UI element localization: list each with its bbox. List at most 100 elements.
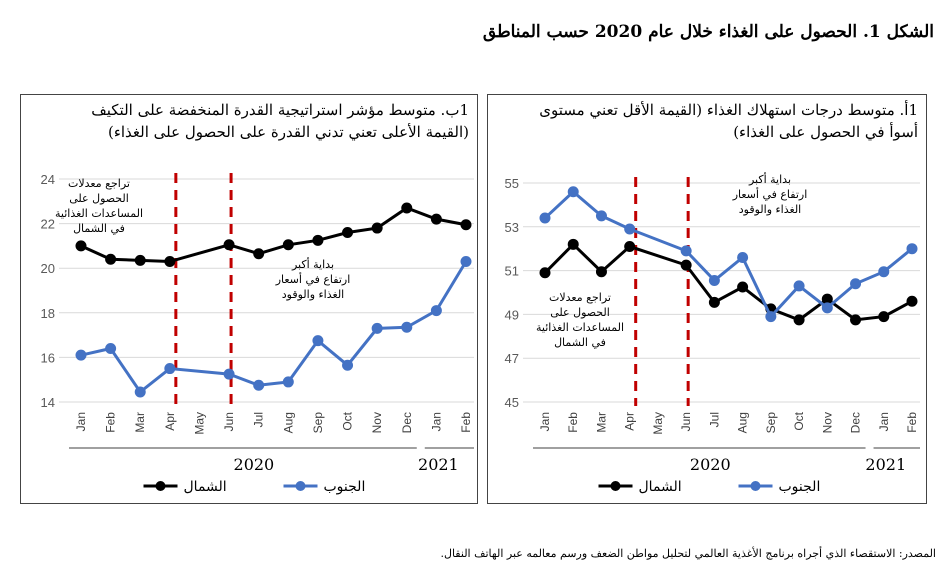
panel-b-annotation-line: الغذاء والوقود (282, 288, 344, 301)
panel-b-legend-marker-south (295, 481, 306, 491)
panel-b-data-point-south (105, 342, 117, 354)
panel-b-line-chart: 14 16 18 20 22 24 Jan Feb Mar Apr May Jun Jul Aug Sep O… (41, 172, 476, 495)
panel-a-data-point-south (539, 212, 551, 224)
panel-b-y-tick-label: 24 (41, 172, 55, 187)
panel-a-annotation-line: المساعدات الغذائية (536, 321, 624, 334)
panel-b-annotation-2: بداية أكبر ارتفاع في أسعار الغذاء والوقود (275, 257, 351, 301)
panel-b-x-tick-label: Feb (459, 412, 473, 433)
panel-b-annotation-line: الحصول على (69, 192, 129, 205)
panel-a-data-point-north (539, 267, 551, 279)
panel-b-annotation-line: ارتفاع في أسعار (275, 272, 351, 286)
panel-b-data-point-north (164, 256, 176, 268)
panel-a-y-tick-label: 47 (505, 351, 519, 366)
panel-b-x-tick-label: Nov (370, 412, 384, 433)
panel-b-x-tick-label: Jun (222, 412, 236, 431)
panel-b-title: 1ب. متوسط مؤشر استراتيجية القدرة المنخفض… (29, 99, 469, 143)
panel-a-y-tick-label: 53 (505, 220, 519, 235)
panel-b-x-tick-label: Jul (252, 412, 266, 427)
chart-panel-a: 1أ. متوسط درجات استهلاك الغذاء (القيمة ا… (487, 94, 927, 504)
panel-a-data-point-north (567, 238, 579, 250)
panel-b-year-label-2021: 2021 (418, 455, 459, 474)
panel-a-data-point-north (850, 314, 862, 326)
panel-b-x-tick-label: Mar (133, 412, 147, 433)
panel-a-x-tick-label: Jan (538, 412, 552, 431)
panel-a-y-tick-label: 51 (505, 264, 519, 279)
panel-b-data-point-south (371, 322, 383, 334)
panel-a-data-point-north (595, 266, 607, 278)
panel-a-annotation-line: بداية أكبر (748, 172, 791, 186)
panel-a-annotation-1: بداية أكبر ارتفاع في أسعار الغذاء والوقود (732, 172, 808, 216)
panel-b-x-tick-label: Apr (163, 412, 177, 431)
panel-a-data-point-north (906, 295, 918, 307)
panel-b-y-tick-label: 18 (41, 306, 55, 321)
panel-a-data-point-south (765, 311, 777, 323)
panel-a-data-point-south (595, 210, 607, 222)
panel-b-annotation-line: في الشمال (73, 222, 125, 235)
panel-a-line-chart: 45 47 49 51 53 55 Jan Feb Mar Apr May Jun Jul Aug Sep O… (505, 172, 922, 495)
panel-a-annotation-line: ارتفاع في أسعار (732, 187, 808, 201)
panel-b-data-point-north (75, 240, 87, 252)
panel-a-x-tick-label: Jul (707, 412, 721, 427)
panel-a-data-point-south (878, 266, 890, 278)
source-note: المصدر: الاستقصاء الذي أجراه برنامج الأغ… (440, 547, 936, 560)
panel-a-data-point-south (793, 280, 805, 292)
panel-a-x-tick-label: Sep (764, 412, 778, 434)
panel-b-annotation-line: المساعدات الغذائية (55, 207, 143, 220)
panel-b-data-point-south (430, 305, 442, 317)
panel-a-data-point-north (878, 311, 890, 323)
panel-b-x-tick-label: May (192, 412, 206, 435)
panel-a-title: 1أ. متوسط درجات استهلاك الغذاء (القيمة ا… (496, 99, 918, 143)
panel-b-data-point-north (401, 202, 413, 214)
chart-panel-b: 1ب. متوسط مؤشر استراتيجية القدرة المنخفض… (20, 94, 478, 504)
panel-b-data-point-south (134, 386, 146, 398)
figure-title: الشكل 1. الحصول على الغذاء خلال عام 2020… (482, 22, 934, 42)
panel-b-data-point-south (75, 349, 87, 361)
panel-b-x-tick-label: Jan (74, 412, 88, 431)
panel-b-data-point-south (253, 379, 265, 391)
panel-b-data-point-south (282, 376, 294, 388)
panel-a-x-tick-label: Nov (820, 412, 834, 433)
panel-b-x-tick-label: Dec (400, 412, 414, 433)
panel-b-annotation-line: تراجع معدلات (68, 177, 130, 190)
panel-a-x-tick-label: Aug (736, 412, 750, 433)
panel-a-title-line2: أسوأ في الحصول على الغذاء) (733, 123, 918, 141)
panel-a-x-tick-label: May (651, 412, 665, 435)
panel-b-x-tick-label: Oct (341, 411, 355, 430)
panel-b-data-point-south (223, 368, 235, 380)
panel-a-x-tick-label: Feb (566, 412, 580, 433)
panel-b-legend-label-north: الشمال (184, 479, 227, 495)
panel-a-data-point-north (680, 259, 692, 271)
panel-a-y-tick-label: 49 (505, 307, 519, 322)
panel-a-legend-label-north: الشمال (639, 479, 682, 495)
panel-a-data-point-south (821, 302, 833, 314)
panel-b-y-tick-label: 22 (41, 217, 55, 232)
panel-a-data-point-south (680, 245, 692, 257)
panel-b-data-point-north (342, 227, 354, 239)
panel-a-y-tick-label: 45 (505, 395, 519, 410)
panel-a-title-line1: 1أ. متوسط درجات استهلاك الغذاء (القيمة ا… (539, 101, 918, 119)
panel-a-annotation-line: في الشمال (554, 336, 606, 349)
panel-b-data-point-north (312, 234, 324, 246)
panel-b-data-point-north (430, 213, 442, 225)
panel-a-data-point-south (737, 251, 749, 263)
panel-b-y-tick-label: 14 (41, 395, 55, 410)
panel-a-annotation-line: تراجع معدلات (549, 291, 611, 304)
panel-a-x-tick-label: Jun (679, 412, 693, 431)
panel-b-y-tick-label: 16 (41, 350, 55, 365)
panel-b-data-point-south (342, 359, 354, 371)
panel-b-data-point-north (134, 254, 146, 266)
panel-a-x-tick-label: Jan (877, 412, 891, 431)
panel-b-annotation-1: تراجع معدلات الحصول على المساعدات الغذائية… (55, 177, 143, 235)
panel-b-data-point-north (460, 219, 472, 231)
panel-b-data-point-south (401, 321, 413, 333)
panel-a-legend-marker-north (610, 481, 621, 491)
panel-b-legend-marker-north (155, 481, 166, 491)
panel-b-data-point-south (312, 335, 324, 347)
panel-b-data-point-south (460, 256, 472, 268)
panel-a-data-point-south (567, 186, 579, 198)
panel-b-data-point-north (282, 239, 294, 251)
panel-b-data-point-south (164, 363, 176, 375)
panel-b-data-point-north (253, 248, 265, 260)
panel-b-x-tick-label: Aug (281, 412, 295, 433)
panel-a-annotation-2: تراجع معدلات الحصول على المساعدات الغذائية… (536, 291, 624, 349)
